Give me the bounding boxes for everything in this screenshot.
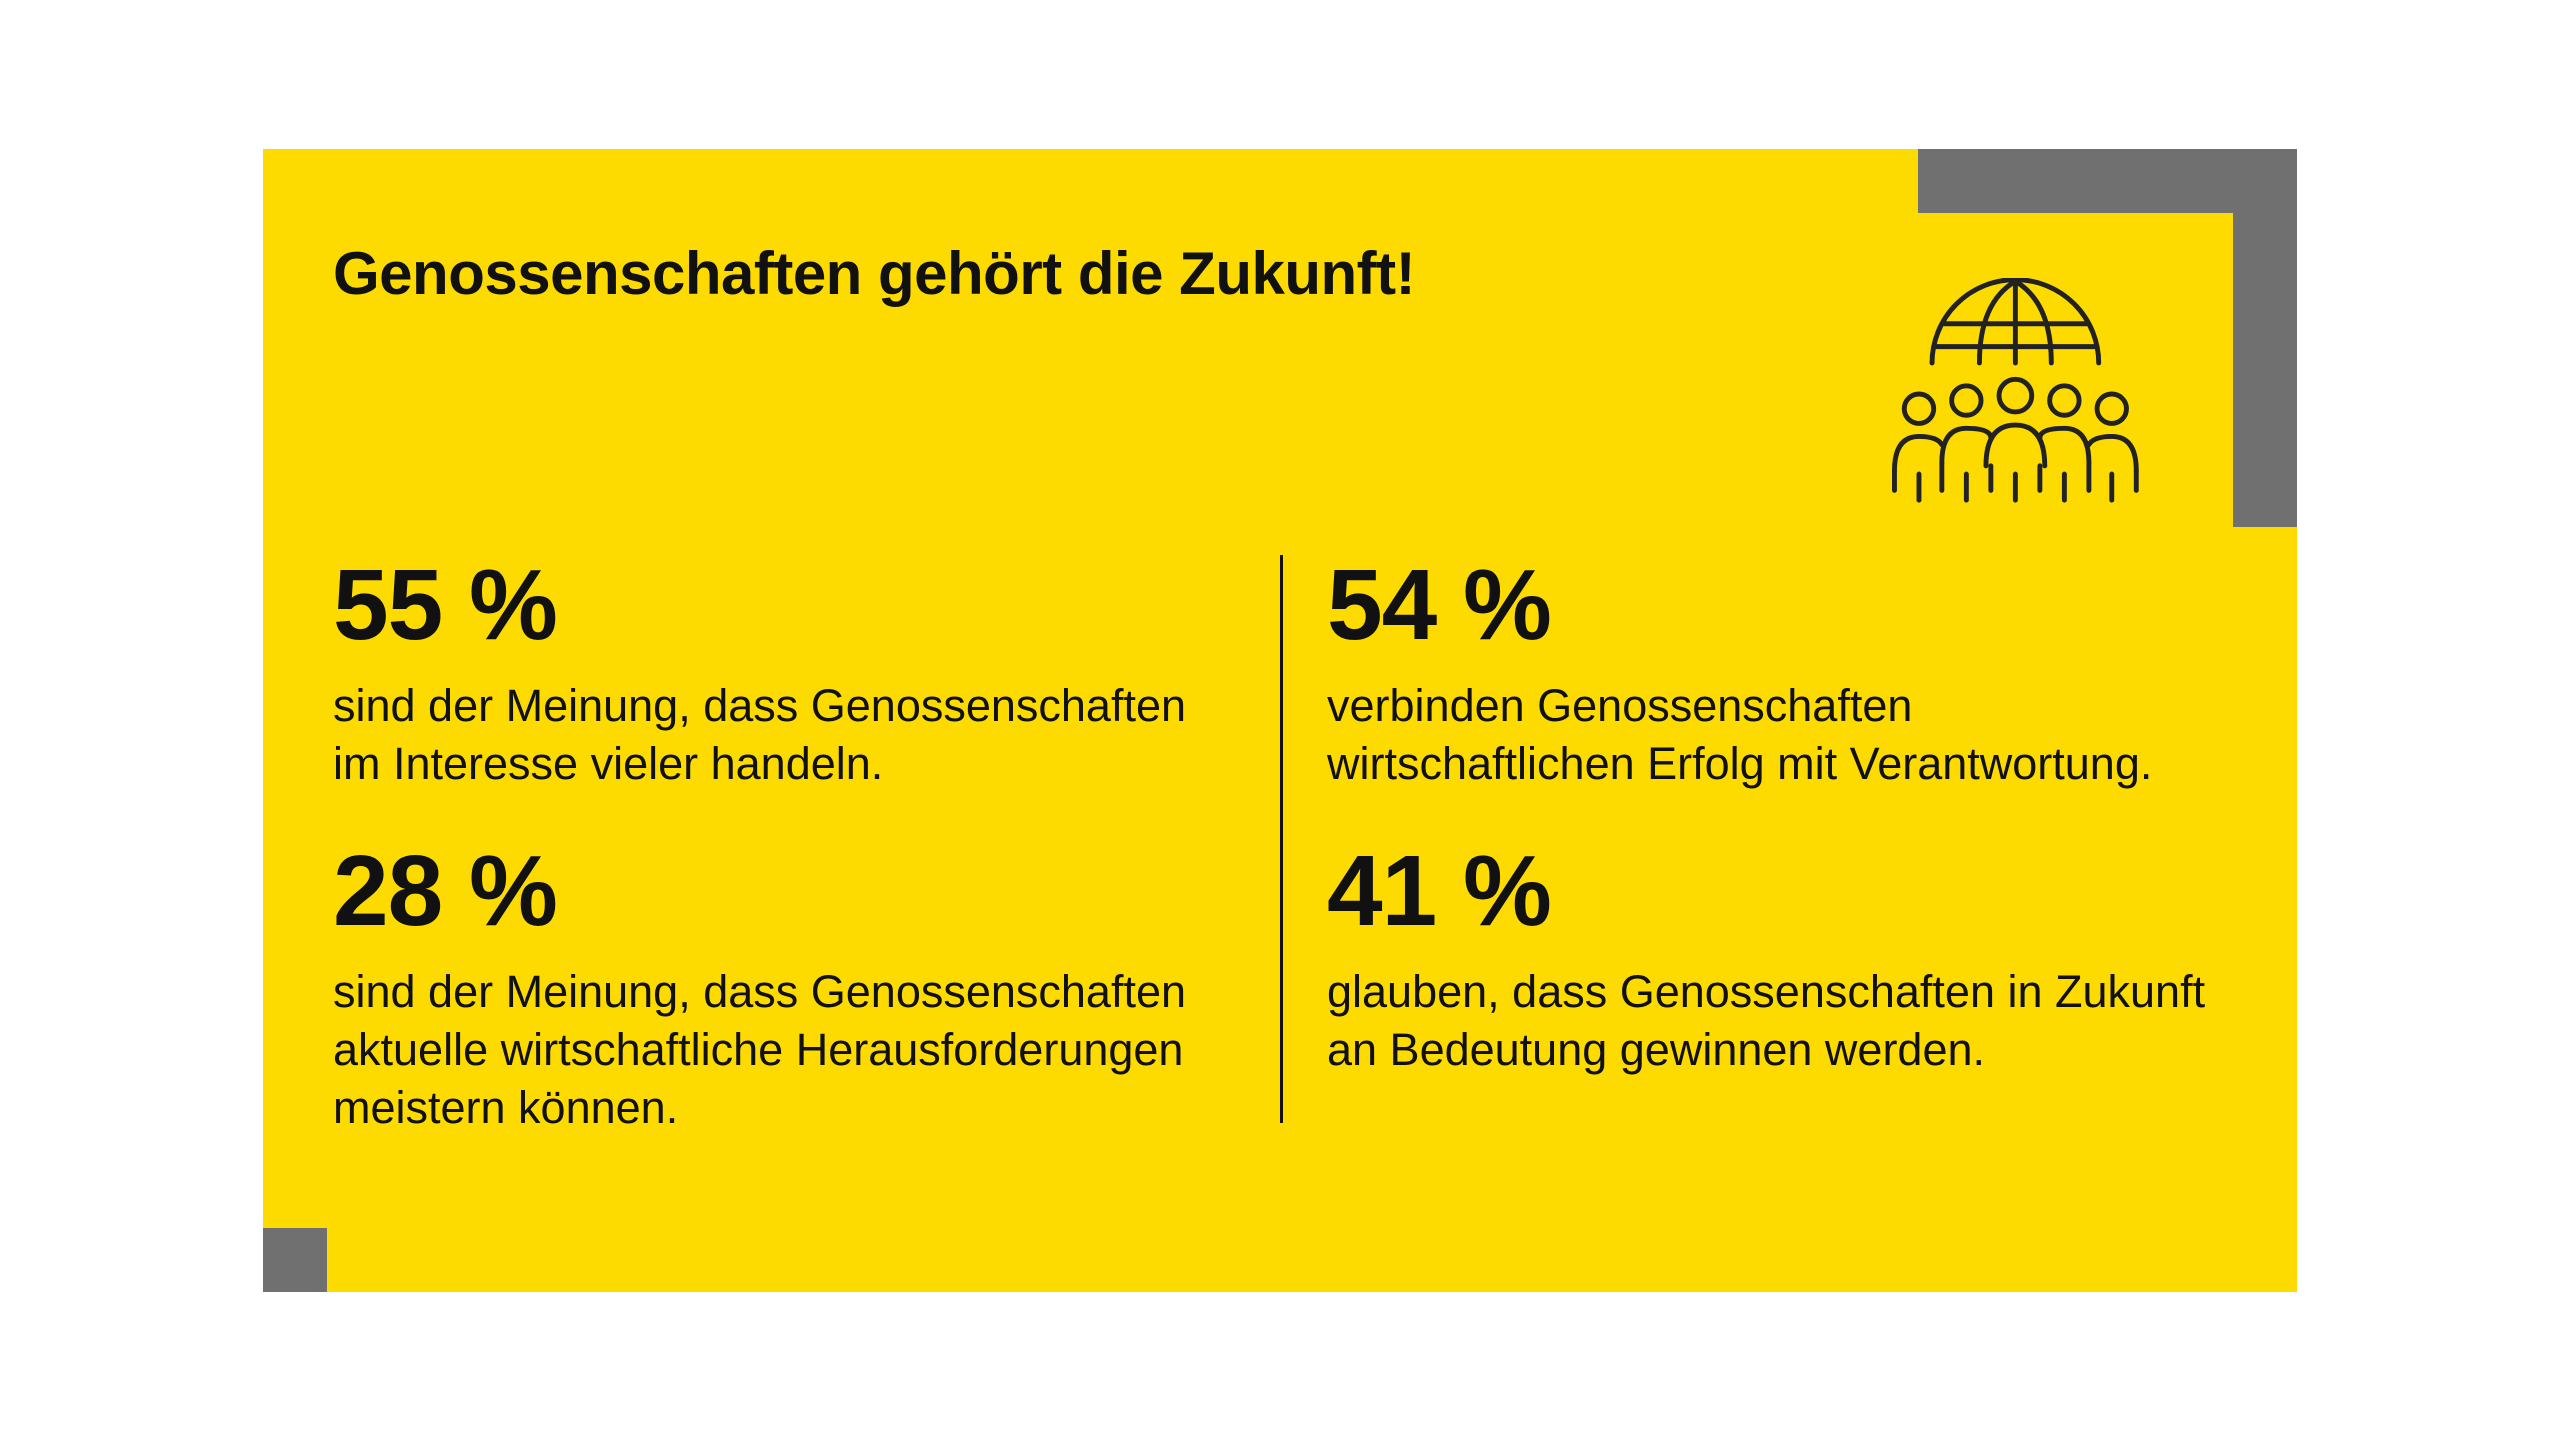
stat-line: meistern können. [333,1082,679,1133]
corner-square [263,1228,327,1292]
stat-line: verbinden Genossenschaften [1327,680,1913,731]
stat: 41 % glauben, dass Genossenschaften in Zu… [1327,841,2277,1079]
people-globe-icon [1892,278,2139,503]
stat-text: sind der Meinung, dass Genossenschaften a… [333,963,1283,1137]
divider [1280,555,1283,1123]
stat-line: sind der Meinung, dass Genossenschaften [333,680,1187,731]
card: Genossenschaften gehört die Zukunft! 55 … [263,149,2297,1292]
stat-text: glauben, dass Genossenschaften in Zukunf… [1327,963,2277,1079]
stat-value: 55 % [333,549,558,661]
stat-line: sind der Meinung, dass Genossenschaften [333,966,1187,1017]
stat-value: 28 % [333,835,558,947]
stat-line: glauben, dass Genossenschaften in Zukunf… [1327,966,2206,1017]
stat: 54 % verbinden Genossenschaften wirtschaft… [1327,555,2277,793]
stat-line: wirtschaftlichen Erfolg mit Verantwortun… [1327,738,2153,789]
stat-line: aktuelle wirtschaftliche Herausforderung… [333,1024,1184,1075]
stat-value: 54 % [1327,549,1552,661]
stat-line: im Interesse vieler handeln. [333,738,884,789]
title: Genossenschaften gehört die Zukunft! [333,240,1416,307]
stat-line: an Bedeutung gewinnen werden. [1327,1024,1986,1075]
stat-value: 41 % [1327,835,1552,947]
stat-text: sind der Meinung, dass Genossenschaften i… [333,677,1283,793]
corner-bar [2233,149,2297,527]
stat-text: verbinden Genossenschaften wirtschaftlich… [1327,677,2277,793]
stat: 55 % sind der Meinung, dass Genossenschaf… [333,555,1283,793]
stat: 28 % sind der Meinung, dass Genossenschaf… [333,841,1283,1137]
